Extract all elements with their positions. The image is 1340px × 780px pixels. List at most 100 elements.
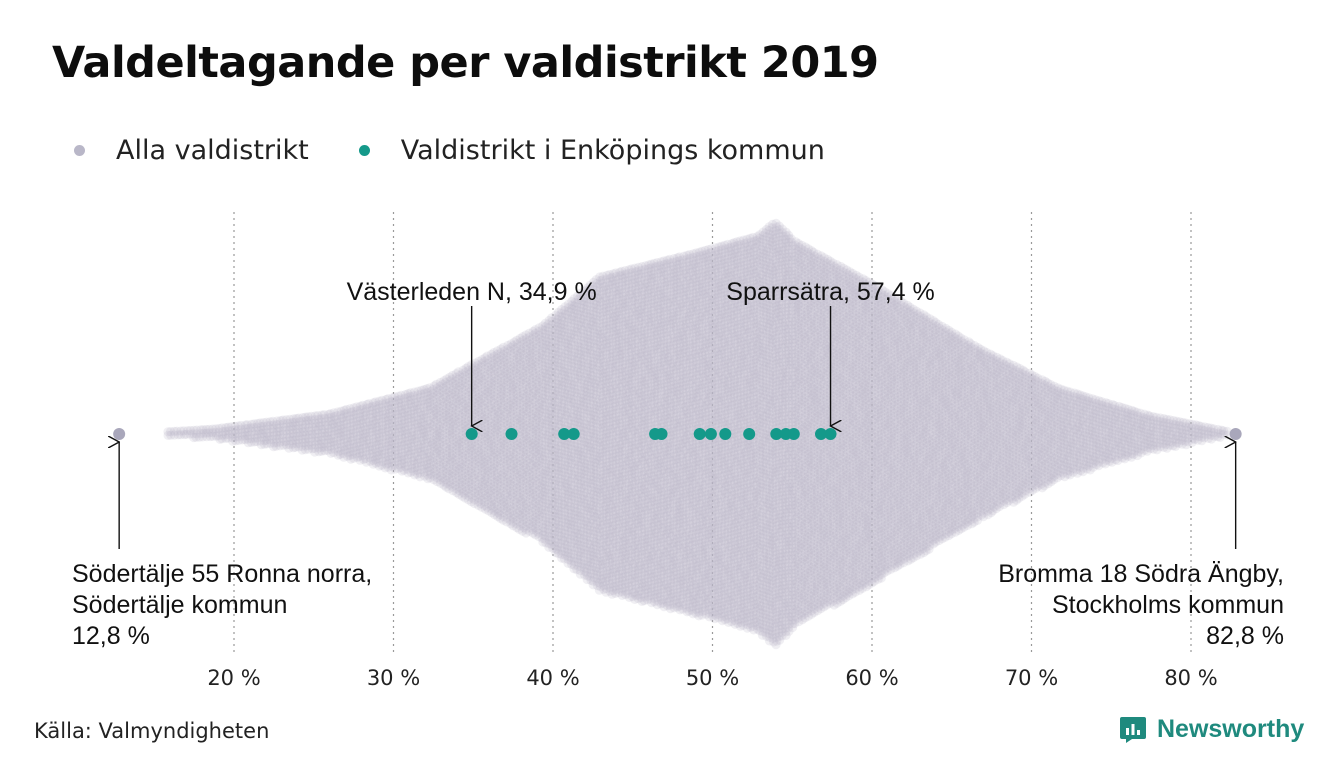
all-district-point [320,431,330,441]
all-district-point [307,437,317,447]
all-district-point [320,424,330,434]
all-district-point [288,421,298,431]
all-district-point [374,439,384,449]
all-district-point [282,418,292,428]
all-district-point [358,436,368,446]
all-district-point [314,421,324,431]
all-district-point [205,431,215,442]
all-district-point [333,429,343,439]
all-district-point [240,427,250,437]
all-district-point [339,438,349,448]
all-district-point [288,435,298,446]
all-district-point [352,449,362,459]
all-district-point [329,433,339,443]
all-district-point [304,426,314,436]
all-district-point [365,424,375,434]
all-district-point [352,434,362,444]
all-district-point [345,411,355,421]
all-district-point [317,446,327,456]
all-district-point [339,452,349,462]
all-district-point [352,424,362,434]
all-district-point [355,401,365,411]
all-district-point [324,416,334,427]
all-district-point [255,418,265,428]
all-district-point [320,413,330,423]
all-district-point [201,428,212,438]
all-district-point [367,445,378,455]
all-district-point [329,429,339,440]
all-district-point [367,412,378,422]
all-district-point [377,442,387,452]
all-district-point [339,431,349,441]
all-district-point [348,439,359,449]
all-district-point [198,425,208,435]
all-district-point [265,428,275,438]
all-district-point [381,430,391,441]
all-district-point [163,427,173,437]
all-district-point [371,429,382,439]
all-district-point [281,440,291,450]
all-district-point [310,411,320,421]
all-district-point [294,413,304,423]
all-district-point [240,424,250,434]
all-district-point [368,437,379,448]
all-district-point [327,419,337,430]
all-district-point [374,429,384,439]
legend: Alla valdistrikt Valdistrikt i Enköpings… [74,130,875,170]
all-district-point [371,458,381,468]
all-district-point [298,413,308,423]
all-district-point [374,407,384,417]
all-district-point [341,404,352,415]
all-district-point [169,430,179,440]
all-district-point [317,410,327,420]
all-district-point [301,441,311,451]
all-district-point [295,427,305,438]
all-district-point [352,416,362,426]
all-district-point [352,402,362,412]
all-district-point [345,432,355,443]
all-district-point [329,440,339,450]
all-district-point [381,420,391,430]
all-district-point [354,419,365,429]
all-district-point [245,430,255,440]
all-district-point [348,435,358,445]
all-district-point [227,429,237,439]
all-district-point [348,424,358,435]
all-district-point [303,441,313,451]
all-district-point [214,423,224,434]
all-district-point [275,441,285,451]
all-district-point [356,405,366,415]
all-district-point [346,436,356,446]
all-district-point [326,448,336,458]
all-district-point [191,429,201,439]
all-district-point [355,408,365,418]
all-district-point [185,425,195,436]
all-district-point [339,441,349,451]
all-district-point [370,397,381,407]
all-district-point [262,432,272,442]
all-district-point [313,411,323,421]
all-district-point [300,423,310,433]
all-district-point [271,434,281,444]
all-district-point [377,446,387,456]
all-district-point [288,428,298,438]
all-district-point [300,412,311,422]
grid-lines [233,212,1192,655]
all-district-point [326,412,336,422]
all-district-point [221,433,231,443]
legend-label-all: Alla valdistrikt [116,134,309,166]
all-district-point [176,426,186,436]
all-district-point [242,430,253,441]
all-district-point [329,447,339,458]
all-district-point [285,414,295,424]
all-district-point [288,443,298,453]
all-district-point [333,450,343,460]
all-district-point [202,432,212,442]
all-district-point [359,429,369,439]
legend-label-enkoping: Valdistrikt i Enköpings kommun [400,134,825,166]
all-district-point [192,425,202,435]
all-district-point [319,438,329,449]
all-district-point [182,426,193,436]
all-district-point [342,426,352,436]
all-district-point [250,426,260,436]
